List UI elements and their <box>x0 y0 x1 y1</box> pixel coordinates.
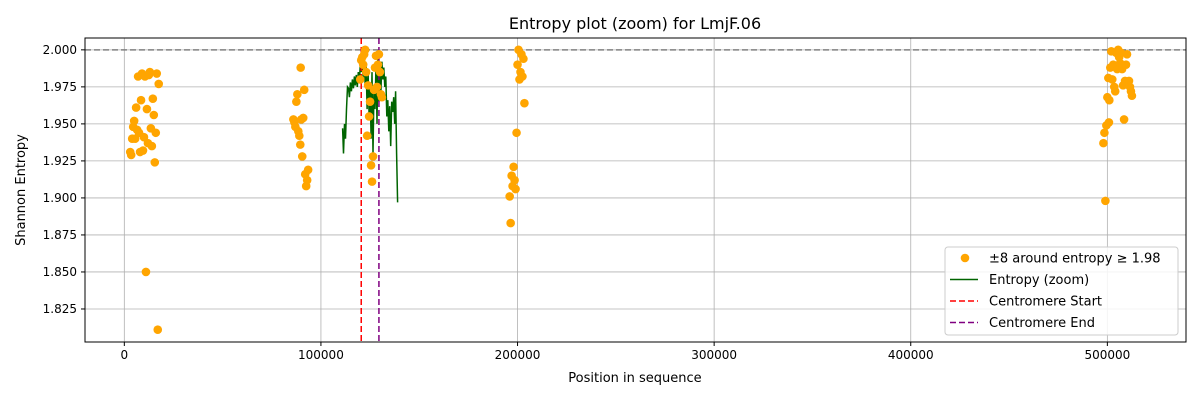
axes-frame <box>84 37 1187 343</box>
y-axis-label: Shannon Entropy <box>14 134 29 246</box>
scatter-point <box>295 131 304 141</box>
scatter-point <box>150 158 160 167</box>
scatter-point <box>292 97 301 106</box>
scatter-point <box>138 146 148 155</box>
y-tick-label: 1.900 <box>43 191 77 205</box>
scatter-point <box>505 192 514 201</box>
scatter-point <box>303 165 313 175</box>
scatter-point <box>368 152 378 161</box>
scatter-point <box>513 60 522 69</box>
scatter-point <box>142 104 152 114</box>
y-tick-label: 1.825 <box>43 302 77 316</box>
scatter-point <box>1127 91 1137 101</box>
scatter-point <box>1099 138 1108 148</box>
y-tick-label: 2.000 <box>43 43 77 57</box>
x-tick-label: 400000 <box>888 348 934 362</box>
scatter-point <box>148 94 158 104</box>
scatter-point <box>151 128 161 138</box>
y-tick-label: 1.925 <box>43 154 77 168</box>
plot-area: 0 100000 200000 300000 400000 500000 1.825 1.85… <box>43 37 1187 362</box>
legend-label: Centromere End <box>989 316 1095 331</box>
scatter-point <box>1110 87 1120 96</box>
scatter-point <box>506 218 515 228</box>
scatter-point <box>374 49 384 59</box>
scatter-point <box>152 69 162 78</box>
scatter-point <box>512 128 521 138</box>
scatter-point <box>149 110 159 120</box>
legend-box <box>944 246 1179 336</box>
scatter-point <box>302 175 312 185</box>
scatter-point <box>136 95 146 105</box>
scatter-point <box>360 45 370 55</box>
x-tick-label: 200000 <box>495 348 541 362</box>
legend: ±8 around entropy ≥ 1.98 Entropy (zoom) Ce… <box>944 246 1179 336</box>
x-axis-label: Position in sequence <box>568 371 701 386</box>
scatter-point <box>296 63 305 72</box>
scatter-point <box>520 98 529 108</box>
x-tick-label: 100000 <box>298 348 344 362</box>
legend-swatch-dot <box>960 253 970 263</box>
scatter-point <box>358 60 368 69</box>
scatter-point <box>375 67 385 77</box>
scatter-point <box>372 82 382 92</box>
scatter-point <box>510 175 519 185</box>
scatter-point <box>509 162 518 172</box>
scatter-point <box>361 67 371 77</box>
scatter-point <box>363 81 373 90</box>
scatter-point <box>147 141 157 151</box>
scatter-point <box>1101 196 1110 206</box>
scatter-point <box>1107 75 1117 84</box>
scatter-point <box>519 54 528 64</box>
scatter-point <box>153 325 163 335</box>
scatter-point <box>355 75 365 84</box>
scatter-point <box>293 89 302 99</box>
scatter-point <box>154 79 164 89</box>
scatter-point <box>366 161 376 170</box>
scatter-point <box>1122 49 1132 59</box>
x-tick-label: 500000 <box>1084 348 1130 362</box>
y-tick-label: 1.975 <box>43 80 77 94</box>
scatter-point <box>364 112 374 121</box>
scatter-point <box>141 267 151 277</box>
scatter-point <box>367 177 377 186</box>
scatter-point <box>145 67 155 77</box>
y-tick-label: 1.875 <box>43 228 77 242</box>
scatter-point <box>129 116 139 126</box>
x-tick-label: 0 <box>121 348 129 362</box>
scatter-point <box>365 97 375 106</box>
scatter-point <box>297 152 307 161</box>
legend-label: ±8 around entropy ≥ 1.98 <box>989 252 1161 267</box>
legend-label: Centromere Start <box>989 295 1102 310</box>
scatter-point <box>1100 128 1109 138</box>
scatter-point <box>511 184 520 194</box>
scatter-point <box>298 113 308 123</box>
legend-label: Entropy (zoom) <box>989 273 1089 288</box>
scatter-point <box>1121 60 1131 69</box>
scatter-point <box>131 103 141 112</box>
scatter-point <box>1119 115 1129 124</box>
scatter-point <box>373 60 383 69</box>
scatter-point <box>362 131 372 141</box>
scatter-point <box>518 72 527 81</box>
scatter-point <box>295 140 305 149</box>
scatter-point <box>126 150 136 160</box>
x-tick-label: 300000 <box>691 348 737 362</box>
y-tick-label: 1.850 <box>43 265 77 279</box>
scatter-point <box>1104 118 1114 127</box>
scatter-point <box>299 85 309 95</box>
scatter-point <box>377 92 387 102</box>
y-tick-label: 1.950 <box>43 117 77 131</box>
scatter-point <box>1105 95 1114 105</box>
chart-title: Entropy plot (zoom) for LmjF.06 <box>509 14 761 33</box>
